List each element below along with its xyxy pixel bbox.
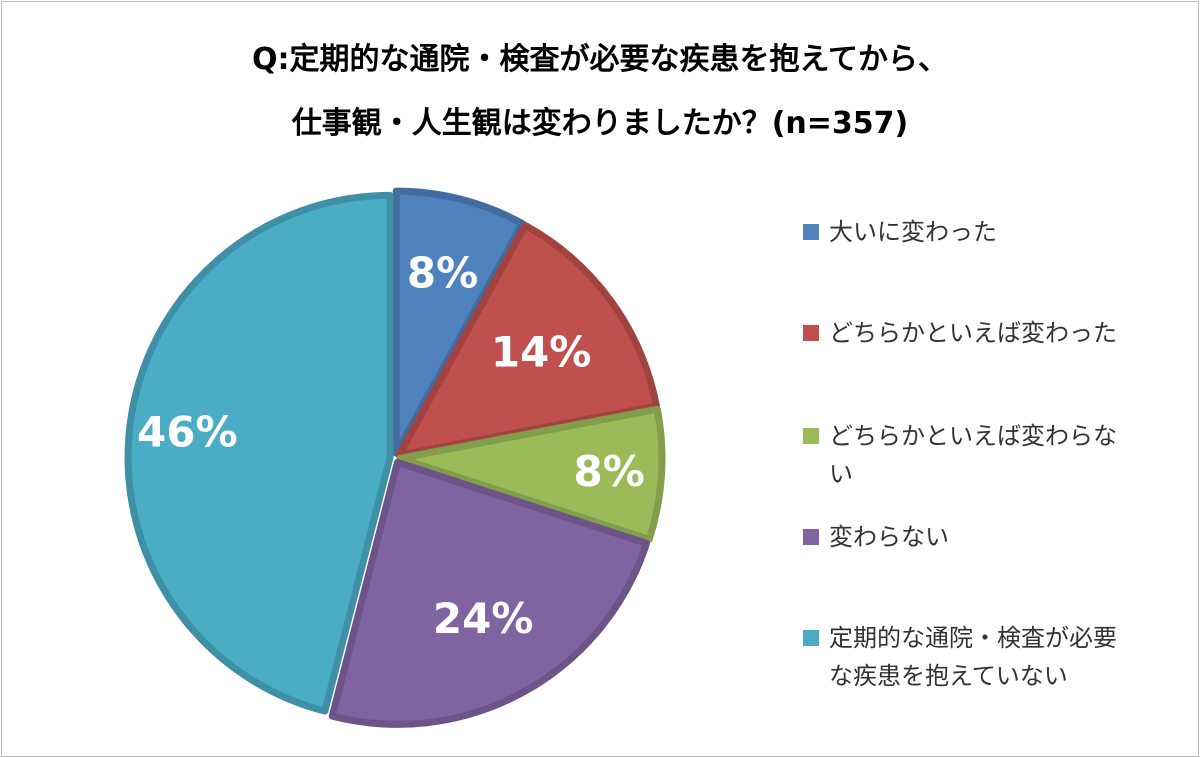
legend-swatch-5: [803, 630, 819, 646]
pie-data-labels: 8% 14% 8% 24% 46%: [137, 249, 645, 644]
legend-label-2: どちらかといえば変わった: [829, 319, 1117, 347]
pie-slice-2: [395, 221, 660, 459]
chart-title-line-1: Q:定期的な通院・検査が必要な疾患を抱えてから、: [252, 42, 948, 77]
pie-slice-3: [396, 405, 666, 543]
legend-item-2: どちらかといえば変わった: [803, 314, 1183, 352]
chart-title: Q:定期的な通院・検査が必要な疾患を抱えてから、 仕事観・人生観は変わりましたか…: [0, 28, 1200, 156]
pie-data-label-3: 8%: [574, 447, 645, 496]
pie-slice-1: [392, 187, 526, 457]
legend-label-3: どちらかといえば変わらな い: [829, 422, 1117, 488]
legend-swatch-2: [803, 325, 819, 341]
legend-swatch-4: [803, 529, 819, 545]
legend-item-4: 変わらない: [803, 518, 1183, 556]
pie-data-label-4: 24%: [433, 594, 534, 643]
legend-label-1: 大いに変わった: [829, 218, 997, 246]
chart-title-line-2: 仕事観・人生観は変わりましたか？(n=357): [291, 106, 909, 141]
legend-item-1: 大いに変わった: [803, 213, 1183, 251]
pie-data-label-1: 8%: [407, 249, 478, 298]
pie-data-label-2: 14%: [491, 327, 592, 376]
legend-item-5: 定期的な通院・検査が必要 な疾患を抱えていない: [803, 619, 1183, 695]
legend-label-5: 定期的な通院・検査が必要 な疾患を抱えていない: [829, 624, 1117, 690]
pie-slice-4: [328, 458, 651, 728]
legend-swatch-1: [803, 224, 819, 240]
legend-item-3: どちらかといえば変わらな い: [803, 417, 1183, 493]
pie-data-label-5: 46%: [137, 407, 238, 456]
pie-slices: [124, 187, 666, 728]
pie-slice-5: [124, 191, 394, 715]
legend-swatch-3: [803, 428, 819, 444]
legend-label-4: 変わらない: [829, 523, 949, 551]
